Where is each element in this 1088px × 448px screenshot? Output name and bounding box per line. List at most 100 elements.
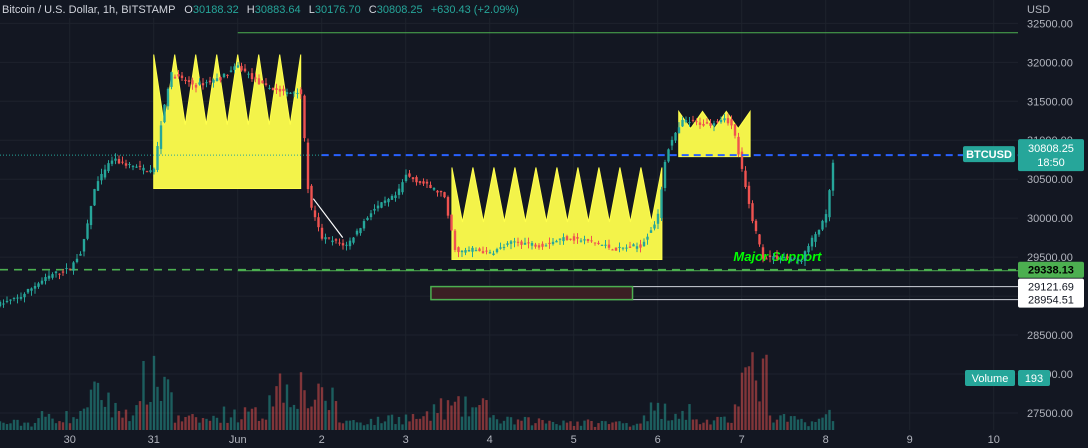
candle-body <box>632 244 635 247</box>
y-tick-label: 28500.00 <box>1027 330 1073 342</box>
volume-bar <box>425 411 429 430</box>
candle-body <box>124 163 128 166</box>
candle-body <box>628 246 632 248</box>
candle-body <box>82 239 86 252</box>
volume-bar <box>635 423 639 430</box>
volume-bar <box>212 415 215 430</box>
volume-bar <box>54 423 58 430</box>
candle-body <box>103 169 107 178</box>
volume-bar <box>446 400 450 430</box>
open-label: O <box>184 4 193 16</box>
time-axis: 30 31 Jun 2 3 4 5 6 7 8 9 10 <box>64 434 1000 446</box>
volume-bar <box>723 416 726 430</box>
candle-body <box>807 246 810 253</box>
candle-body <box>187 80 191 82</box>
volume-bar <box>737 406 740 430</box>
volume-bar <box>103 406 107 430</box>
volume-bar <box>803 422 807 430</box>
candle-body <box>282 88 285 92</box>
volume-bar <box>509 417 513 430</box>
volume-bar <box>30 426 33 430</box>
candle-body <box>341 243 345 246</box>
candle-body <box>166 88 170 107</box>
candle-body <box>278 88 282 92</box>
volume-bar <box>782 414 786 430</box>
volume-bar <box>516 419 520 430</box>
volume-bar <box>166 379 170 430</box>
volume-bar <box>579 425 583 430</box>
candle-body <box>331 240 334 243</box>
volume-bar <box>681 410 684 430</box>
volume-bar <box>548 420 551 430</box>
candle-body <box>677 127 681 134</box>
change-value: +630.43 (+2.09%) <box>431 4 519 16</box>
volume-bar <box>698 424 702 430</box>
volume-bar <box>121 417 124 430</box>
volume-bar <box>544 423 548 430</box>
candle-body <box>544 245 548 247</box>
volume-bar <box>397 416 401 430</box>
candle-body <box>684 120 688 122</box>
candle-body <box>443 192 446 198</box>
candle-body <box>464 250 467 253</box>
volume-bar <box>9 423 12 430</box>
volume-bar <box>688 404 691 430</box>
volume-bar <box>313 399 317 430</box>
candle-body <box>411 177 415 179</box>
volume-bar <box>215 417 219 430</box>
candle-body <box>548 242 551 244</box>
y-tick-label: 29500.00 <box>1027 252 1073 264</box>
candle-body <box>152 168 156 173</box>
volume-bar <box>621 423 625 430</box>
candle-body <box>600 244 604 246</box>
candle-body <box>408 173 411 177</box>
candle-body <box>530 242 534 246</box>
volume-bar <box>534 423 537 430</box>
volume-bar <box>614 421 618 430</box>
candle-body <box>156 146 159 170</box>
candle-body <box>775 255 779 259</box>
candle-body <box>730 119 733 126</box>
volume-bar <box>163 376 166 430</box>
btcusd-series-label-bg <box>963 146 1015 163</box>
candle-body <box>145 171 149 173</box>
header: Bitcoin / U.S. Dollar, 1h, BITSTAMP O301… <box>0 0 560 18</box>
candle-body <box>611 249 614 251</box>
candle-body <box>828 190 831 218</box>
candle-body <box>170 72 173 87</box>
volume-bar <box>352 420 355 430</box>
candle-body <box>212 79 215 83</box>
candle-body <box>352 237 355 243</box>
volume-bar <box>156 386 159 430</box>
volume-bar <box>201 418 205 430</box>
candle-body <box>201 83 205 86</box>
volume-bar <box>159 400 163 430</box>
volume-bar <box>555 424 558 430</box>
volume-bar <box>702 422 705 430</box>
candle-body <box>93 189 96 206</box>
volume-bar <box>705 419 709 430</box>
candle-body <box>138 165 142 167</box>
volume-bar <box>457 396 460 430</box>
volume-bar <box>754 380 758 430</box>
candle-body <box>520 241 523 245</box>
candle-body <box>222 73 226 78</box>
volume-bar <box>383 421 387 430</box>
candle-body <box>541 243 544 247</box>
candle-body <box>208 80 212 83</box>
volume-bar <box>362 425 366 430</box>
volume-bar <box>464 396 467 430</box>
range-level-label-bg <box>1018 291 1084 308</box>
candle-body <box>198 82 201 85</box>
volume-bar <box>824 414 828 430</box>
volume-bar <box>443 419 446 430</box>
volume-bar <box>642 415 646 430</box>
volume-bar <box>58 421 61 430</box>
volume-bar <box>345 420 348 430</box>
trend-line <box>312 198 344 238</box>
volume-value-label-bg <box>1018 370 1050 386</box>
volume-bar <box>275 386 278 430</box>
candle-body <box>432 187 436 190</box>
volume-bar <box>100 400 103 430</box>
